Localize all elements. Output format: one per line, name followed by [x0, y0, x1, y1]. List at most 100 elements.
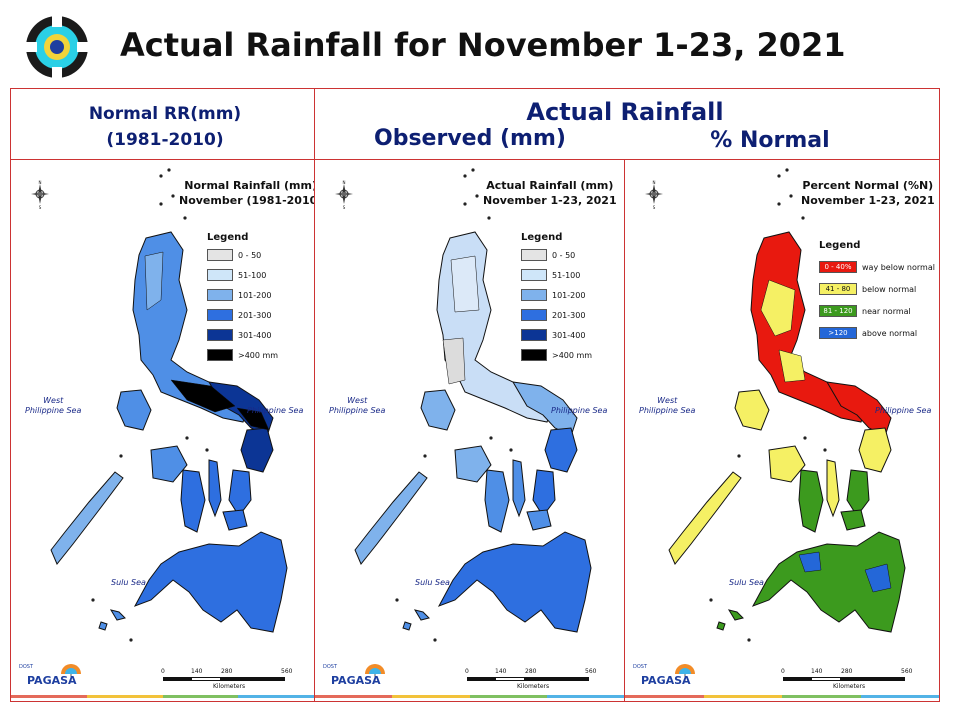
legend-item: >400 mm [521, 348, 592, 362]
scale-segment [467, 677, 495, 681]
island-palawan [354, 471, 428, 565]
sea-label-sulu: Sulu Sea [415, 578, 450, 587]
island-samar [544, 427, 578, 473]
normal-header-line2: (1981-2010) [106, 130, 224, 150]
svg-text:S: S [39, 205, 42, 210]
rainfall-zone [760, 279, 796, 337]
legend-label: 0 - 50 [238, 250, 262, 260]
map-svg [50, 168, 288, 642]
island-panay [768, 445, 806, 483]
sea-label-sulu: Sulu Sea [111, 578, 146, 587]
legend-swatch [521, 329, 547, 341]
pagasa-logo: PAGASA DOST [19, 664, 81, 687]
islet [471, 168, 475, 172]
map-frame [10, 88, 940, 702]
scale-tick: 280 [841, 668, 853, 675]
scale-segment [221, 677, 285, 681]
islet [167, 168, 171, 172]
island-sulu [716, 609, 744, 631]
island-bohol [840, 509, 866, 531]
legend-label: 301-400 [238, 330, 272, 340]
normal-header-line1: Normal RR(mm) [88, 104, 242, 124]
islet [777, 202, 781, 206]
scale-tick: 280 [525, 668, 537, 675]
rainfall-zone [450, 255, 480, 313]
sea-label-west: West Philippine Sea [25, 396, 81, 416]
page-title: Actual Rainfall for November 1-23, 2021 [120, 26, 846, 64]
scale-bar: 0 140 280 560 Kilometers [465, 668, 613, 692]
rainfall-zone [144, 251, 164, 311]
legend-item: 201-300 [207, 308, 271, 322]
sea-label-line: Philippine Sea [25, 406, 82, 415]
svg-text:DOST: DOST [633, 664, 648, 670]
footer-strip [546, 695, 624, 698]
legend-label: way below normal [862, 262, 935, 272]
island-palawan [668, 471, 742, 565]
islet [463, 202, 467, 206]
scale-segment [495, 677, 525, 681]
islet [823, 448, 827, 452]
legend-item: 101-200 [207, 288, 271, 302]
legend-label: 201-300 [552, 310, 586, 320]
legend-swatch: >120 [819, 327, 857, 339]
footer-strip [782, 695, 861, 698]
scale-segment [783, 677, 811, 681]
observed-header: Observed (mm) [374, 126, 566, 151]
islet [171, 194, 175, 198]
map-title: Percent Normal (%N) November 1-23, 2021 [801, 178, 935, 208]
legend-item: >120 above normal [819, 326, 917, 340]
rainfall-zone [442, 337, 466, 385]
actual-header: Actual Rainfall [526, 98, 724, 126]
legend-title: Legend [207, 232, 249, 243]
legend-label: >400 mm [552, 350, 593, 360]
legend-item: 201-300 [521, 308, 585, 322]
islet [395, 598, 399, 602]
island-samar [240, 427, 274, 473]
legend-item: 301-400 [521, 328, 585, 342]
island-leyte [846, 469, 870, 517]
map-svg [354, 168, 592, 642]
scale-segment [811, 677, 841, 681]
legend-label: near normal [862, 306, 911, 316]
rainfall-zone [778, 349, 806, 383]
island-cebu [208, 459, 222, 518]
compass-rose-icon: NS [335, 180, 353, 210]
legend-label: above normal [862, 328, 918, 338]
island-bohol [222, 509, 248, 531]
normal-rainfall-map: N S Normal Rainfall (mm) November (1981-201… [11, 160, 314, 701]
percent-header: % Normal [710, 128, 830, 153]
sea-label-east: Philippine Sea [875, 406, 932, 415]
header-divider [10, 159, 940, 160]
map-title-line1: Percent Normal (%N) [802, 179, 934, 192]
svg-text:PAGASA: PAGASA [27, 674, 77, 687]
scale-tick: 0 [161, 668, 165, 675]
map-title-line2: November 1-23, 2021 [483, 194, 617, 207]
rainfall-zone [236, 407, 270, 431]
legend-item: 41 - 80 below normal [819, 282, 916, 296]
footer-strip [315, 695, 393, 698]
legend-swatch [207, 269, 233, 281]
island-bohol [526, 509, 552, 531]
sea-label-line: Philippine Sea [639, 406, 696, 415]
scale-unit: Kilometers [517, 683, 550, 690]
map-title-line1: Actual Rainfall (mm) [486, 179, 614, 192]
svg-text:S: S [653, 205, 656, 210]
scale-segment [525, 677, 589, 681]
rainfall-zone [798, 551, 822, 573]
legend-item: >400 mm [207, 348, 278, 362]
legend-item: 81 - 120 near normal [819, 304, 911, 318]
legend-label: 101-200 [238, 290, 272, 300]
scale-tick: 140 [811, 668, 823, 675]
legend-label: 201-300 [238, 310, 272, 320]
island-leyte [532, 469, 556, 517]
sea-label-line: West [43, 396, 64, 405]
legend-title: Legend [521, 232, 563, 243]
scale-tick: 140 [191, 668, 203, 675]
scale-segment [191, 677, 221, 681]
legend-title: Legend [819, 240, 861, 251]
compass-rose-icon: NS [645, 180, 663, 210]
pagasa-logo: PAGASA DOST [323, 664, 385, 687]
rainfall-zone [864, 563, 892, 593]
legend-swatch [521, 349, 547, 361]
island-negros [484, 469, 510, 533]
